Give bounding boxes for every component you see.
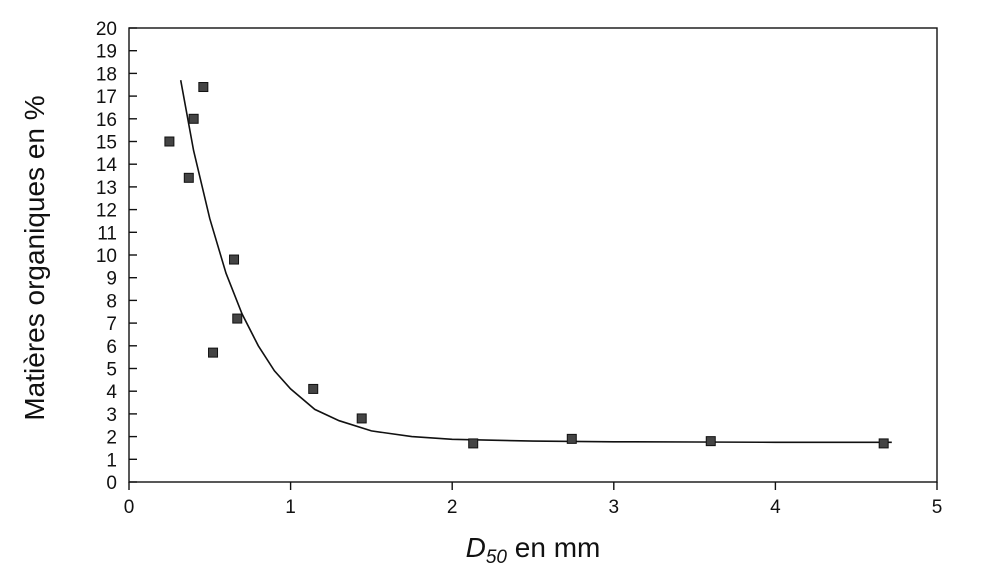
y-tick-label: 20 bbox=[96, 19, 117, 40]
y-tick-label: 18 bbox=[96, 64, 117, 85]
data-point bbox=[356, 413, 367, 424]
data-point bbox=[705, 436, 716, 447]
data-points bbox=[164, 82, 889, 449]
data-point bbox=[164, 136, 175, 147]
data-point bbox=[878, 438, 889, 449]
x-tick-label: 1 bbox=[285, 497, 296, 518]
data-point bbox=[566, 433, 577, 444]
x-tick-label: 0 bbox=[124, 497, 135, 518]
x-axis-label-main: D bbox=[466, 532, 486, 563]
data-point bbox=[198, 82, 209, 93]
y-tick-label: 11 bbox=[97, 223, 117, 244]
y-tick-label: 15 bbox=[96, 133, 117, 154]
x-tick-label: 3 bbox=[609, 497, 620, 518]
data-point bbox=[232, 313, 243, 324]
y-tick-label: 9 bbox=[106, 269, 117, 290]
y-tick-label: 4 bbox=[106, 382, 117, 403]
data-point bbox=[229, 254, 240, 265]
y-tick-label: 0 bbox=[106, 473, 117, 494]
plot-frame bbox=[128, 27, 938, 483]
y-tick-label: 10 bbox=[96, 246, 117, 267]
y-tick-label: 12 bbox=[96, 201, 117, 222]
x-tick-label: 5 bbox=[932, 497, 943, 518]
y-tick-label: 2 bbox=[106, 428, 117, 449]
y-tick-label: 17 bbox=[96, 87, 117, 108]
data-point bbox=[208, 347, 219, 358]
y-tick-label: 6 bbox=[106, 337, 117, 358]
y-tick-label: 8 bbox=[106, 291, 117, 312]
x-tick-label: 4 bbox=[770, 497, 781, 518]
y-tick-label: 5 bbox=[106, 360, 117, 381]
x-axis-label-unit: en mm bbox=[507, 532, 600, 563]
y-tick-label: 7 bbox=[106, 314, 117, 335]
y-tick-label: 1 bbox=[106, 450, 117, 471]
data-point bbox=[188, 113, 199, 124]
data-point bbox=[468, 438, 479, 449]
fit-curve bbox=[179, 80, 892, 444]
y-tick-label: 14 bbox=[96, 155, 118, 176]
x-axis: 0 1 2 3 4 5 bbox=[124, 482, 943, 518]
data-point bbox=[183, 172, 194, 183]
y-tick-label: 13 bbox=[96, 178, 117, 199]
y-tick-label: 16 bbox=[96, 110, 117, 131]
y-axis-label: Matières organiques en % bbox=[19, 95, 50, 420]
y-tick-label: 3 bbox=[106, 405, 117, 426]
x-axis-label: D50 en mm bbox=[466, 532, 601, 568]
x-tick-label: 2 bbox=[447, 497, 458, 518]
y-tick-label: 19 bbox=[96, 42, 117, 63]
x-axis-label-subscript: 50 bbox=[486, 547, 508, 568]
data-point bbox=[308, 383, 319, 394]
